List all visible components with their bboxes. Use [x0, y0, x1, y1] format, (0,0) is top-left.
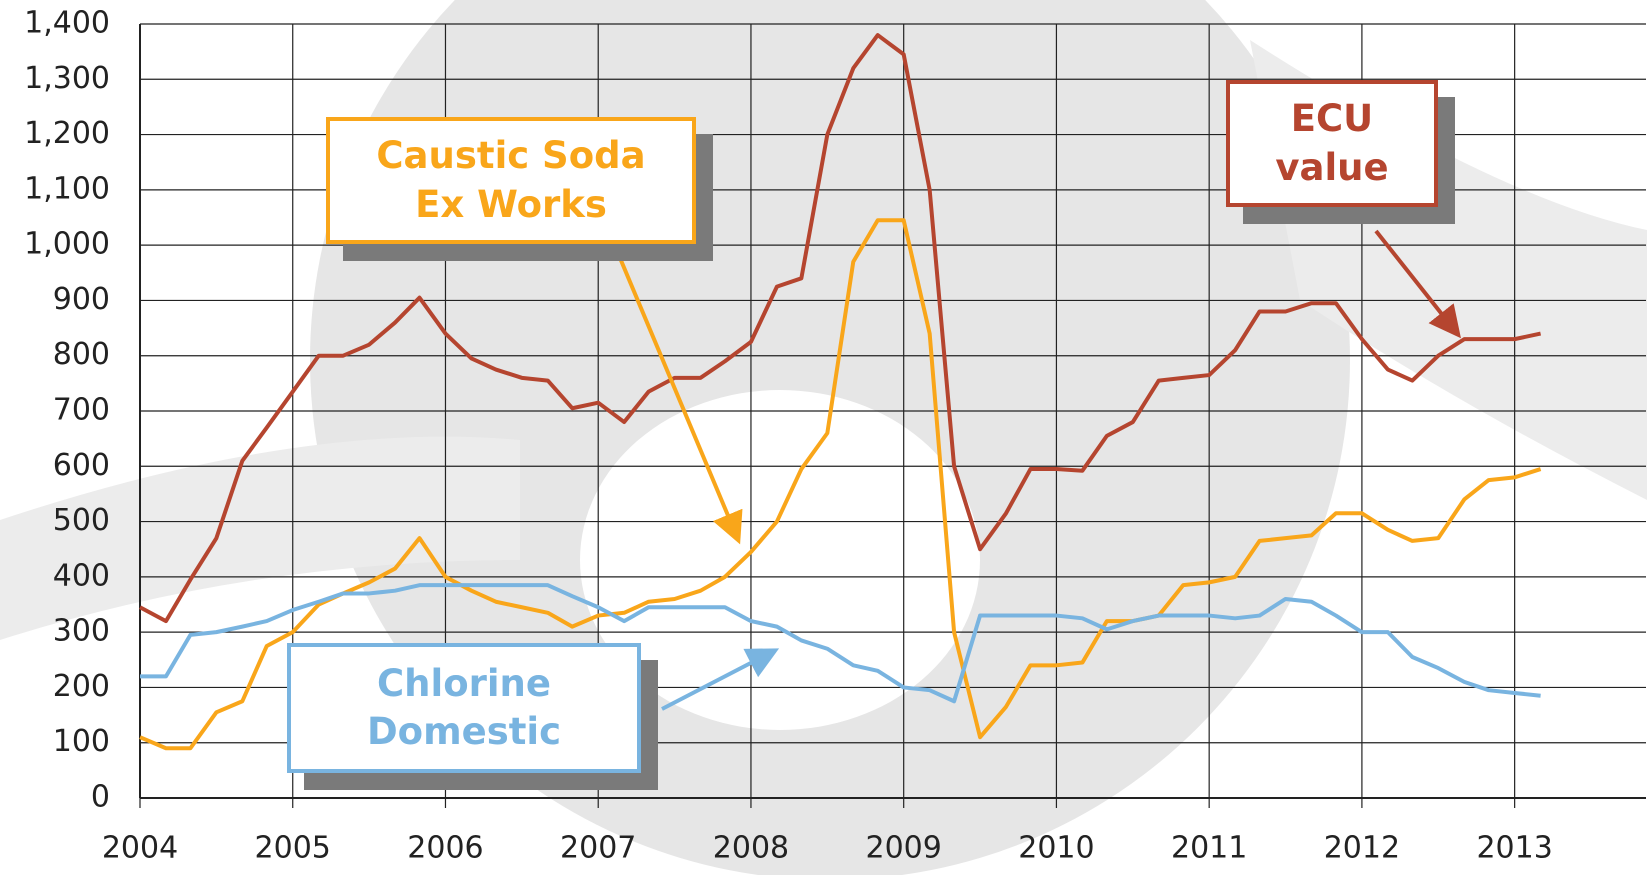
y-tick-label: 1,300 — [24, 61, 110, 96]
callout: ECU value — [1226, 80, 1438, 207]
y-tick-label: 100 — [53, 724, 110, 759]
x-tick-label: 2008 — [713, 831, 789, 866]
x-tick-label: 2009 — [866, 831, 942, 866]
x-tick-label: 2005 — [255, 831, 331, 866]
y-tick-label: 1,000 — [24, 227, 110, 262]
y-tick-label: 300 — [53, 614, 110, 649]
x-tick-label: 2013 — [1476, 831, 1552, 866]
y-tick-label: 800 — [53, 337, 110, 372]
page: 0 100 200 300 400 500 600 700 800 900 1,000 1,100 1,… — [0, 0, 1647, 875]
y-tick-label: 1,400 — [24, 6, 110, 41]
y-tick-label: 600 — [53, 448, 110, 483]
x-tick-label: 2006 — [407, 831, 483, 866]
x-tick-label: 2010 — [1018, 831, 1094, 866]
x-tick-label: 2004 — [102, 831, 178, 866]
x-tick-label: 2007 — [560, 831, 636, 866]
x-tick-label: 2011 — [1171, 831, 1247, 866]
y-tick-label: 1,100 — [24, 171, 110, 206]
y-tick-label: 500 — [53, 503, 110, 538]
y-tick-label: 200 — [53, 669, 110, 704]
callout: Chlorine Domestic — [287, 643, 641, 773]
y-tick-label: 0 — [91, 780, 110, 815]
x-tick-label: 2012 — [1324, 831, 1400, 866]
callout: Caustic Soda Ex Works — [326, 117, 696, 244]
y-tick-label: 400 — [53, 558, 110, 593]
y-tick-label: 700 — [53, 393, 110, 428]
y-tick-label: 1,200 — [24, 116, 110, 151]
y-tick-label: 900 — [53, 282, 110, 317]
